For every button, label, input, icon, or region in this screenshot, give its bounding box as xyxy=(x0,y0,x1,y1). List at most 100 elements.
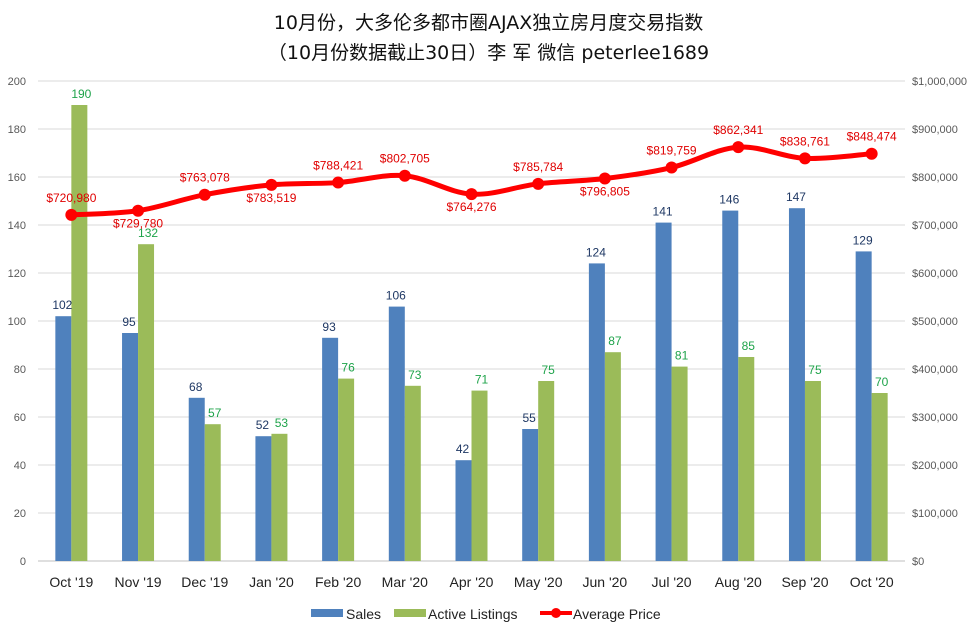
bar-sales xyxy=(522,429,539,561)
point-average-price xyxy=(865,147,878,160)
data-label-average-price: $763,078 xyxy=(180,171,230,185)
x-tick-label: Nov '19 xyxy=(115,574,162,590)
data-label-average-price: $783,519 xyxy=(246,191,296,205)
data-label-active-listings: 81 xyxy=(675,349,689,363)
y2-tick-label: $700,000 xyxy=(912,220,958,232)
data-label-active-listings: 75 xyxy=(808,363,822,377)
y-tick-label: 20 xyxy=(14,508,26,520)
bar-active-listings xyxy=(804,381,821,561)
data-label-active-listings: 73 xyxy=(408,368,422,382)
bar-active-listings xyxy=(604,352,621,561)
y-tick-label: 140 xyxy=(8,220,26,232)
bar-active-listings xyxy=(871,393,888,561)
bar-sales xyxy=(388,306,405,561)
point-average-price xyxy=(465,188,478,201)
data-label-active-listings: 190 xyxy=(71,87,91,101)
data-label-average-price: $848,474 xyxy=(847,130,897,144)
point-average-price xyxy=(732,141,745,154)
data-label-sales: 93 xyxy=(322,320,336,334)
data-label-average-price: $838,761 xyxy=(780,134,830,148)
chart-subtitle: （10月份数据截止30日）李 军 微信 peterlee1689 xyxy=(267,42,710,64)
data-label-active-listings: 57 xyxy=(208,406,222,420)
y2-tick-label: $1,000,000 xyxy=(912,76,967,88)
data-label-sales: 68 xyxy=(189,380,203,394)
data-label-active-listings: 53 xyxy=(275,416,289,430)
x-tick-label: Feb '20 xyxy=(315,574,361,590)
x-tick-label: Oct '20 xyxy=(850,574,894,590)
data-label-sales: 52 xyxy=(256,418,270,432)
bar-active-listings xyxy=(138,244,155,561)
bar-active-listings xyxy=(71,105,88,561)
bar-active-listings xyxy=(471,390,488,561)
x-tick-label: Aug '20 xyxy=(715,574,762,590)
bar-sales xyxy=(188,397,205,561)
data-label-sales: 124 xyxy=(586,245,606,259)
data-label-average-price: $862,341 xyxy=(713,123,763,137)
point-average-price xyxy=(332,176,345,189)
data-label-sales: 141 xyxy=(653,205,673,219)
x-tick-label: Jul '20 xyxy=(652,574,692,590)
legend-label-active-listings: Active Listings xyxy=(428,606,517,622)
bar-sales xyxy=(455,460,472,561)
y-tick-label: 40 xyxy=(14,460,26,472)
bar-sales xyxy=(722,210,739,561)
y2-tick-label: $900,000 xyxy=(912,124,958,136)
y2-tick-label: $600,000 xyxy=(912,268,958,280)
data-label-sales: 147 xyxy=(786,190,806,204)
bar-active-listings xyxy=(738,357,755,561)
data-label-average-price: $764,276 xyxy=(446,200,496,214)
legend-label-sales: Sales xyxy=(346,606,381,622)
data-label-active-listings: 71 xyxy=(475,373,489,387)
data-label-active-listings: 87 xyxy=(608,334,622,348)
data-label-active-listings: 75 xyxy=(542,363,556,377)
bar-active-listings xyxy=(671,366,688,561)
data-label-active-listings: 70 xyxy=(875,375,889,389)
x-tick-label: May '20 xyxy=(514,574,563,590)
data-label-sales: 129 xyxy=(853,233,873,247)
y2-tick-label: $300,000 xyxy=(912,412,958,424)
bar-active-listings xyxy=(338,378,355,561)
data-label-active-listings: 85 xyxy=(742,339,756,353)
x-tick-label: Apr '20 xyxy=(450,574,494,590)
y-tick-label: 60 xyxy=(14,412,26,424)
data-label-active-listings: 132 xyxy=(138,226,158,240)
data-label-average-price: $720,980 xyxy=(46,191,96,205)
data-label-sales: 95 xyxy=(122,315,136,329)
data-label-average-price: $729,780 xyxy=(113,217,163,231)
data-label-active-listings: 76 xyxy=(341,361,355,375)
data-label-average-price: $802,705 xyxy=(380,152,430,166)
y2-tick-label: $200,000 xyxy=(912,460,958,472)
y2-tick-label: $400,000 xyxy=(912,364,958,376)
data-label-average-price: $819,759 xyxy=(647,144,697,158)
x-tick-label: Jan '20 xyxy=(249,574,294,590)
y-tick-label: 180 xyxy=(8,124,26,136)
point-average-price xyxy=(598,172,611,185)
chart-title: 10月份，大多伦多都市圈AJAX独立房月度交易指数 xyxy=(273,12,704,34)
y2-tick-label: $0 xyxy=(912,556,924,568)
bar-sales xyxy=(122,333,139,561)
y-tick-label: 100 xyxy=(8,316,26,328)
data-label-sales: 146 xyxy=(719,193,739,207)
x-tick-label: Sep '20 xyxy=(781,574,828,590)
bar-sales xyxy=(322,337,339,561)
point-average-price xyxy=(65,208,78,221)
legend-label-average-price: Average Price xyxy=(573,606,661,622)
bar-sales xyxy=(788,208,805,561)
point-average-price xyxy=(265,178,278,191)
x-tick-label: Oct '19 xyxy=(49,574,93,590)
data-label-sales: 106 xyxy=(386,289,406,303)
y-tick-label: 200 xyxy=(8,76,26,88)
data-label-sales: 102 xyxy=(52,298,72,312)
y-tick-label: 0 xyxy=(20,556,26,568)
bar-sales xyxy=(588,263,605,561)
y-tick-label: 120 xyxy=(8,268,26,280)
y2-tick-label: $500,000 xyxy=(912,316,958,328)
bar-active-listings xyxy=(538,381,555,561)
bar-sales xyxy=(655,222,672,561)
bar-active-listings xyxy=(404,385,421,561)
bar-sales xyxy=(855,251,872,561)
legend-swatch-active-listings xyxy=(394,609,426,617)
x-tick-label: Jun '20 xyxy=(583,574,628,590)
